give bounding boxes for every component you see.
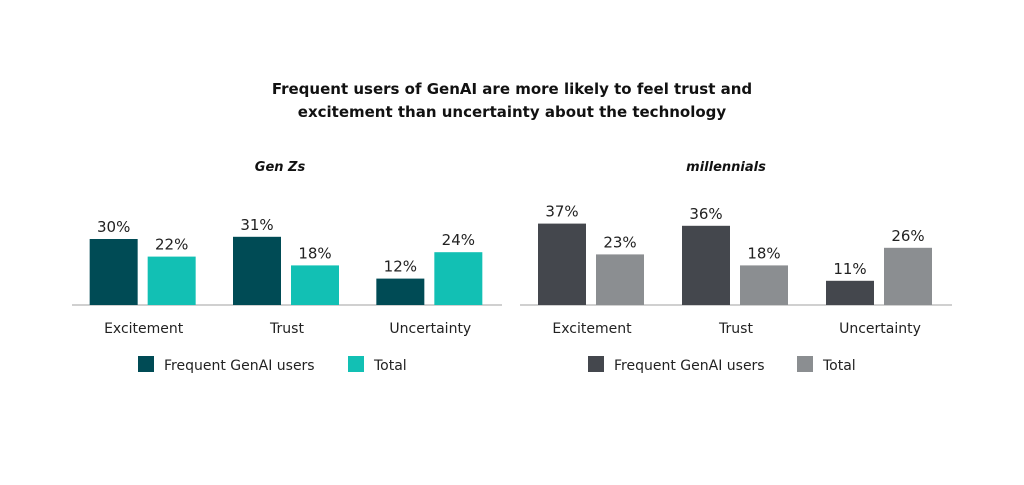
legend-label: Frequent GenAI users [164,358,315,374]
data-label: 37% [545,203,578,221]
legend-label: Total [373,358,407,374]
legend-swatch-frequent [588,356,604,372]
legend-label: Total [822,358,856,374]
chart-panel-2: millennials Excitement 37% 23% Trust 36% 18% Un… [520,160,952,374]
data-label: 18% [747,244,780,262]
bar-frequent-trust [233,236,281,305]
data-label: 36% [689,205,722,223]
bar-frequent-uncertainty [826,280,874,305]
data-label: 11% [833,260,866,278]
legend-swatch-frequent [138,356,154,372]
panel-subtitle: Gen Zs [255,160,306,175]
chart-title-line-1: Frequent users of GenAI are more likely … [272,80,752,98]
data-label: 31% [240,216,273,234]
bar-frequent-excitement [538,223,586,305]
bar-total-uncertainty [434,252,483,305]
category-label: Trust [718,321,753,337]
category-label: Uncertainty [839,321,921,337]
legend-swatch-total [797,356,813,372]
bar-frequent-uncertainty [376,278,425,305]
data-label: 26% [891,227,924,245]
panel-subtitle: millennials [686,160,766,175]
data-label: 22% [155,236,188,254]
legend-swatch-total [348,356,364,372]
bar-total-excitement [147,256,196,305]
bar-total-excitement [596,254,644,305]
category-label: Excitement [552,321,632,337]
category-label: Excitement [104,321,184,337]
bar-total-trust [291,265,339,305]
data-label: 18% [298,244,331,262]
category-label: Trust [269,321,304,337]
data-label: 30% [97,218,130,236]
bar-frequent-excitement [89,239,138,305]
chart-panel-1: Gen Zs Excitement 30% 22% Trust 31% 18% Uncerta… [72,160,502,374]
bar-frequent-trust [682,225,730,305]
legend-label: Frequent GenAI users [614,358,765,374]
data-label: 12% [384,258,417,276]
bar-total-trust [740,265,788,305]
chart-title-line-2: excitement than uncertainty about the te… [298,103,727,121]
category-label: Uncertainty [389,321,471,337]
data-label: 23% [603,233,636,251]
bar-total-uncertainty [884,247,932,305]
data-label: 24% [442,231,475,249]
